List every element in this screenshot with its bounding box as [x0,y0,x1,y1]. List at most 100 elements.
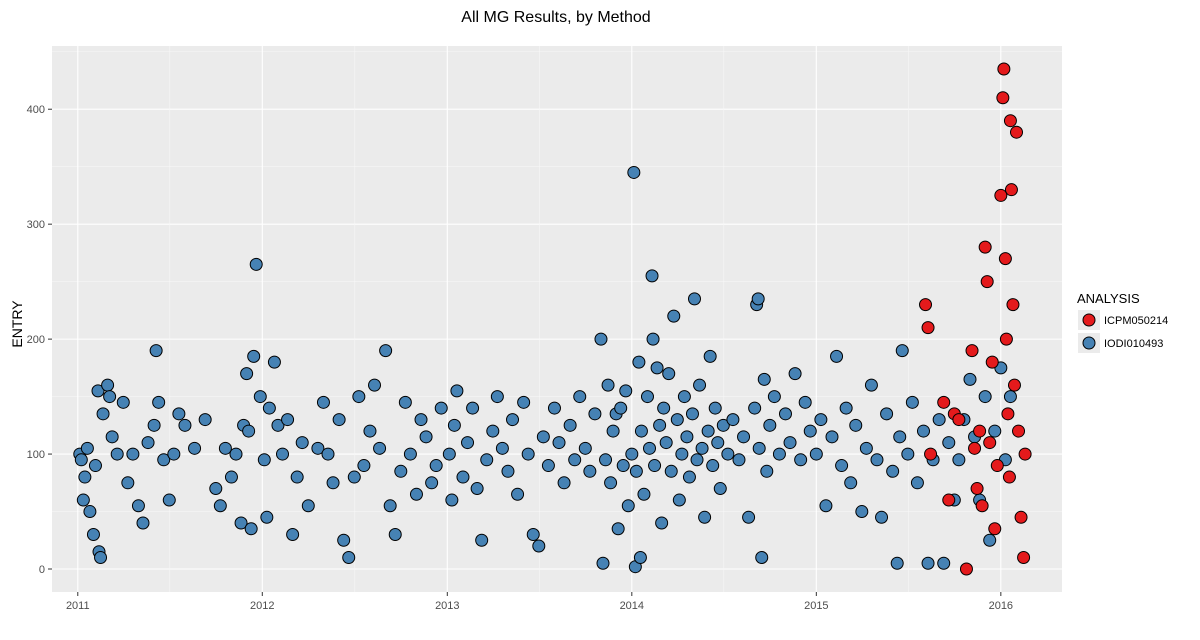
data-point [188,441,202,455]
data-point [942,436,956,450]
data-point [88,459,102,473]
data-point [886,464,900,478]
data-point [996,91,1010,105]
data-point [271,418,285,432]
data-point [563,418,577,432]
data-point [475,533,489,547]
data-point [952,453,966,467]
data-point [552,436,566,450]
data-point [978,390,992,404]
data-point [655,516,669,530]
data-point [633,551,647,565]
data-point [985,355,999,369]
data-point [357,459,371,473]
data-point [1007,378,1021,392]
data-point [672,493,686,507]
data-point [1014,510,1028,524]
data-point [645,269,659,283]
data-point [859,441,873,455]
data-point [295,436,309,450]
data-point [247,349,261,363]
data-point [942,493,956,507]
data-point [637,487,651,501]
data-point [664,464,678,478]
data-point [419,430,433,444]
data-point [461,436,475,450]
data-point [604,476,618,490]
data-point [136,516,150,530]
data-point [767,390,781,404]
data-point [394,464,408,478]
data-point [599,453,613,467]
data-points [73,62,1032,576]
chart-title: All MG Results, by Method [461,9,650,26]
data-point [648,459,662,473]
legend-label-iodi: IODI010493 [1104,338,1163,350]
data-point [1003,390,1017,404]
data-point [594,332,608,346]
data-point [262,401,276,415]
data-point [466,401,480,415]
data-point [968,441,982,455]
data-point [994,188,1008,202]
data-point [625,447,639,461]
data-point [965,344,979,358]
data-point [244,522,258,536]
data-point [414,413,428,427]
data-point [547,401,561,415]
data-point [311,441,325,455]
data-point [1001,407,1015,421]
data-point [855,505,869,519]
data-point [213,499,227,513]
data-point [224,470,238,484]
x-tick-label: 2011 [66,600,90,612]
data-point [91,384,105,398]
data-point [403,447,417,461]
data-point [588,407,602,421]
legend: ANALYSIS ICPM050214 IODI010493 [1077,291,1168,353]
data-point [332,413,346,427]
data-point [105,430,119,444]
legend-title: ANALYSIS [1077,291,1140,306]
data-point [429,459,443,473]
y-tick-label: 200 [27,334,45,346]
data-point [1003,114,1017,128]
data-point [937,395,951,409]
data-point [721,447,735,461]
data-point [980,275,994,289]
data-point [921,556,935,570]
data-point [121,476,135,490]
data-point [864,378,878,392]
data-point [379,344,393,358]
data-point [742,510,756,524]
data-point [890,556,904,570]
data-point [511,487,525,501]
data-point [229,447,243,461]
data-point [760,464,774,478]
y-tick-label: 100 [27,449,45,461]
data-point [126,447,140,461]
data-point [152,395,166,409]
data-point [526,528,540,542]
data-point [234,516,248,530]
data-point [450,384,464,398]
data-point [693,378,707,392]
data-point [752,441,766,455]
data-point [162,493,176,507]
data-point [839,401,853,415]
data-point [809,447,823,461]
data-point [653,418,667,432]
data-point [916,424,930,438]
x-tick-label: 2014 [620,600,644,612]
data-point [732,453,746,467]
data-point [640,390,654,404]
data-point [94,551,108,565]
data-point [708,401,722,415]
data-point [1006,298,1020,312]
data-point [690,453,704,467]
data-point [814,413,828,427]
x-tick-label: 2015 [804,600,828,612]
data-point [445,493,459,507]
data-point [240,367,254,381]
data-point [178,418,192,432]
